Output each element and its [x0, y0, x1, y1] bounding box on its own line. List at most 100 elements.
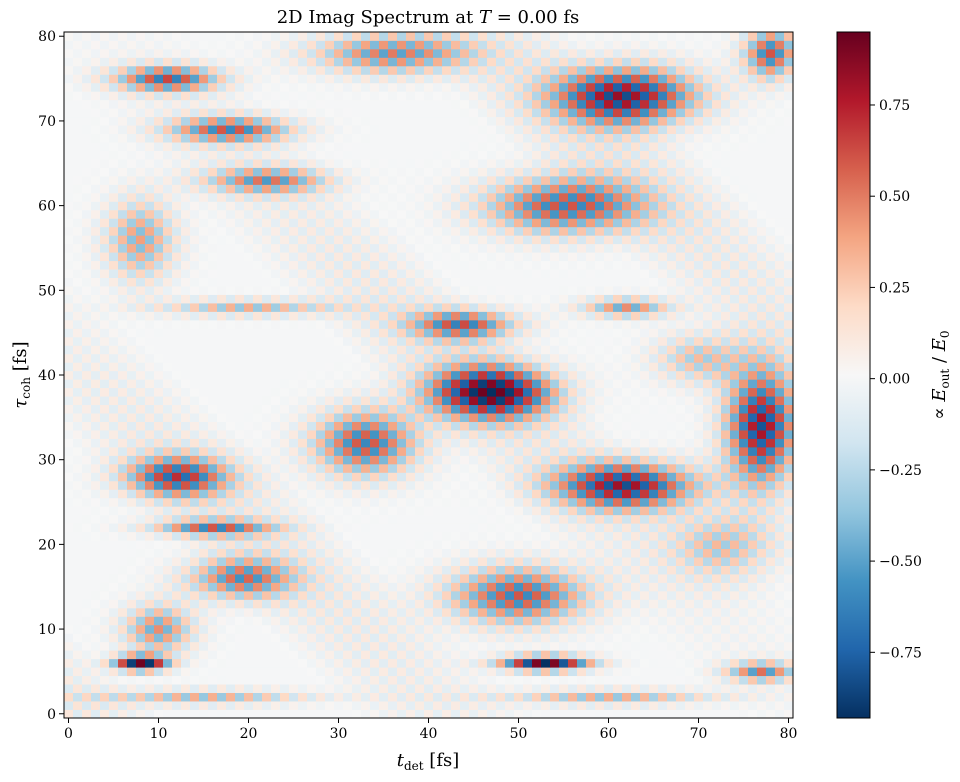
heatmap-cell [82, 328, 92, 338]
heatmap-cell [514, 192, 524, 202]
heatmap-cell [712, 616, 722, 626]
heatmap-cell [199, 226, 209, 236]
heatmap-cell [325, 658, 335, 668]
heatmap-cell [766, 269, 776, 279]
heatmap-cell [658, 387, 668, 397]
heatmap-cell [613, 209, 623, 219]
heatmap-cell [145, 303, 155, 312]
heatmap-cell [712, 303, 722, 312]
heatmap-cell [136, 252, 146, 262]
heatmap-cell [433, 607, 443, 617]
heatmap-cell [469, 616, 479, 626]
heatmap-cell [244, 277, 254, 287]
heatmap-cell [703, 684, 713, 693]
heatmap-cell [568, 463, 578, 473]
heatmap-cell [307, 421, 317, 431]
heatmap-cell [505, 396, 515, 406]
heatmap-cell [703, 480, 713, 490]
heatmap-cell [145, 370, 155, 380]
heatmap-cell [262, 709, 272, 719]
heatmap-cell [721, 709, 731, 719]
heatmap-cell [649, 565, 659, 575]
heatmap-cell [172, 260, 182, 270]
heatmap-cell [406, 633, 416, 643]
heatmap-cell [406, 192, 416, 202]
heatmap-cell [631, 616, 641, 626]
heatmap-cell [550, 353, 560, 363]
heatmap-cell [118, 455, 128, 465]
heatmap-cell [325, 328, 335, 338]
heatmap-cell [73, 455, 83, 465]
heatmap-cell [487, 353, 497, 363]
heatmap-cell [82, 557, 92, 566]
heatmap-cell [406, 269, 416, 279]
heatmap-cell [649, 438, 659, 448]
heatmap-cell [775, 235, 785, 245]
heatmap-cell [226, 590, 236, 600]
heatmap-cell [469, 209, 479, 219]
heatmap-cell [235, 201, 245, 211]
heatmap-cell [325, 667, 335, 677]
heatmap-cell [163, 362, 173, 372]
heatmap-cell [478, 599, 488, 609]
heatmap-cell [577, 218, 587, 228]
heatmap-cell [100, 514, 110, 524]
heatmap-cell [424, 650, 434, 660]
heatmap-cell [478, 235, 488, 245]
heatmap-cell [433, 455, 443, 465]
heatmap-cell [91, 633, 101, 643]
heatmap-cell [694, 269, 704, 279]
heatmap-cell [667, 633, 677, 643]
heatmap-cell [253, 590, 263, 600]
heatmap-cell [712, 455, 722, 465]
heatmap-cell [244, 582, 254, 592]
heatmap-cell [82, 574, 92, 583]
heatmap-cell [190, 480, 200, 490]
heatmap-cell [712, 421, 722, 431]
heatmap-cell [406, 328, 416, 338]
heatmap-cell [685, 565, 695, 575]
heatmap-cell [559, 599, 569, 609]
heatmap-cell [577, 209, 587, 219]
heatmap-cell [712, 548, 722, 558]
heatmap-cell [91, 480, 101, 490]
heatmap-cell [478, 430, 488, 439]
heatmap-cell [388, 607, 398, 617]
heatmap-cell [775, 277, 785, 287]
heatmap-cell [334, 684, 344, 693]
heatmap-cell [262, 548, 272, 558]
heatmap-cell [694, 235, 704, 245]
heatmap-cell [181, 430, 191, 439]
heatmap-cell [739, 413, 749, 422]
heatmap-cell [676, 675, 686, 685]
heatmap-cell [397, 692, 407, 702]
heatmap-cell [127, 218, 137, 228]
heatmap-cell [406, 624, 416, 634]
heatmap-cell [415, 506, 425, 516]
heatmap-cell [271, 421, 281, 431]
heatmap-cell [658, 209, 668, 219]
heatmap-cell [253, 362, 263, 372]
heatmap-cell [748, 574, 758, 583]
heatmap-cell [532, 531, 542, 541]
heatmap-cell [775, 633, 785, 643]
heatmap-cell [172, 684, 182, 693]
heatmap-cell [109, 701, 119, 710]
heatmap-cell [676, 692, 686, 702]
heatmap-cell [298, 641, 308, 651]
heatmap-cell [325, 531, 335, 541]
heatmap-cell [712, 396, 722, 406]
heatmap-cell [118, 396, 128, 406]
heatmap-cell [109, 667, 119, 677]
heatmap-cell [145, 201, 155, 211]
heatmap-cell [163, 506, 173, 516]
heatmap-cell [460, 692, 470, 702]
heatmap-cell [199, 243, 209, 253]
heatmap-cell [145, 582, 155, 592]
heatmap-cell [442, 235, 452, 245]
heatmap-cell [145, 286, 155, 295]
heatmap-cell [784, 692, 794, 702]
heatmap-cell [253, 650, 263, 660]
heatmap-cell [325, 709, 335, 719]
heatmap-cell [460, 319, 470, 329]
